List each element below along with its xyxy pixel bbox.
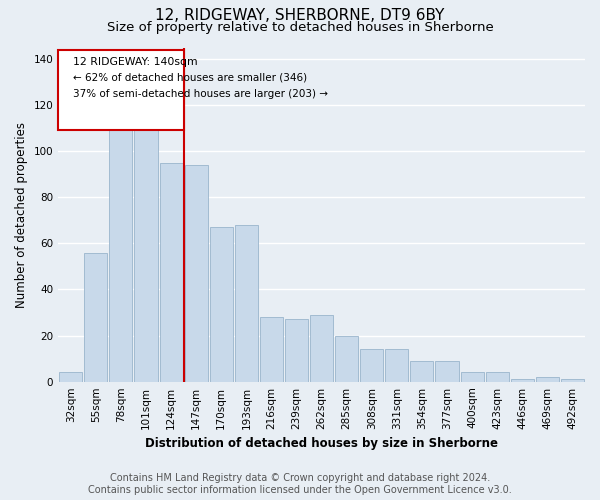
Text: 12, RIDGEWAY, SHERBORNE, DT9 6BY: 12, RIDGEWAY, SHERBORNE, DT9 6BY bbox=[155, 8, 445, 22]
Bar bbox=[485, 372, 509, 382]
Text: Contains HM Land Registry data © Crown copyright and database right 2024.
Contai: Contains HM Land Registry data © Crown c… bbox=[88, 474, 512, 495]
Bar bbox=[511, 380, 534, 382]
Text: ← 62% of detached houses are smaller (346): ← 62% of detached houses are smaller (34… bbox=[73, 73, 307, 83]
FancyBboxPatch shape bbox=[58, 50, 184, 130]
Bar bbox=[134, 114, 158, 382]
Bar bbox=[160, 162, 182, 382]
Bar bbox=[260, 317, 283, 382]
Bar bbox=[335, 336, 358, 382]
Bar bbox=[436, 361, 458, 382]
Bar bbox=[360, 350, 383, 382]
Bar bbox=[310, 315, 333, 382]
Y-axis label: Number of detached properties: Number of detached properties bbox=[15, 122, 28, 308]
Text: Size of property relative to detached houses in Sherborne: Size of property relative to detached ho… bbox=[107, 21, 493, 34]
Bar bbox=[385, 350, 409, 382]
Bar bbox=[235, 225, 258, 382]
Text: 37% of semi-detached houses are larger (203) →: 37% of semi-detached houses are larger (… bbox=[73, 89, 328, 99]
Bar bbox=[536, 377, 559, 382]
Bar bbox=[59, 372, 82, 382]
Text: 12 RIDGEWAY: 140sqm: 12 RIDGEWAY: 140sqm bbox=[73, 56, 197, 66]
Bar bbox=[410, 361, 433, 382]
Bar bbox=[185, 165, 208, 382]
Bar bbox=[84, 252, 107, 382]
Bar bbox=[561, 380, 584, 382]
Bar bbox=[209, 228, 233, 382]
Bar bbox=[461, 372, 484, 382]
Bar bbox=[109, 116, 133, 382]
Bar bbox=[285, 320, 308, 382]
X-axis label: Distribution of detached houses by size in Sherborne: Distribution of detached houses by size … bbox=[145, 437, 498, 450]
